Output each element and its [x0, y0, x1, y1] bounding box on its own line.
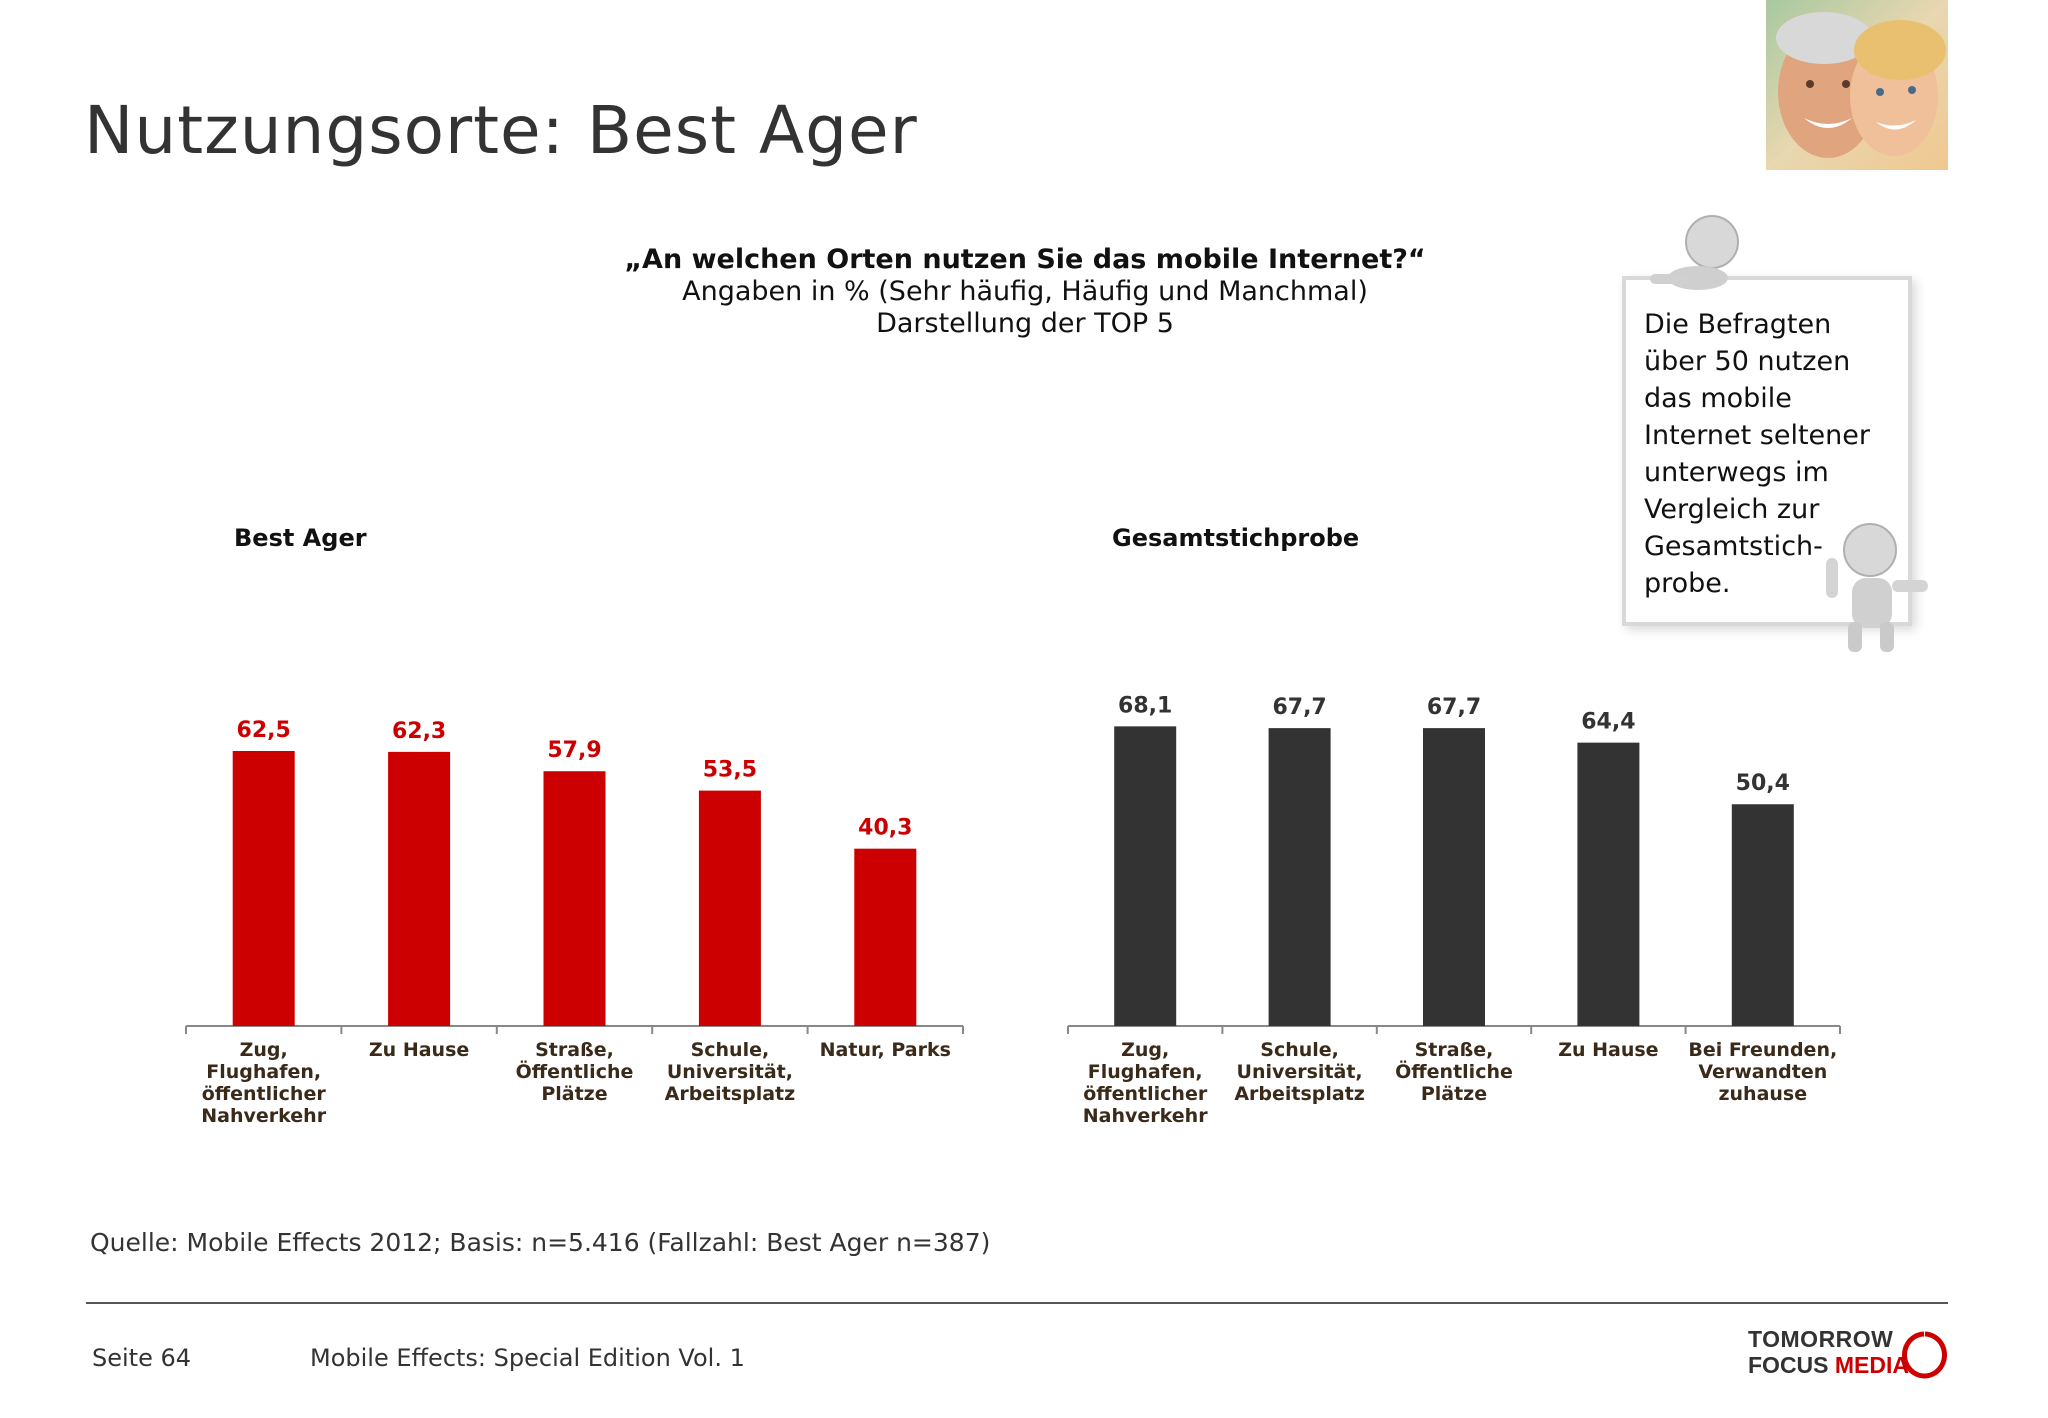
source-note: Quelle: Mobile Effects 2012; Basis: n=5.… — [90, 1228, 991, 1257]
category-label: Schule, Universität, Arbeitsplatz — [665, 1039, 796, 1105]
bar-value-label: 68,1 — [1118, 693, 1172, 718]
bar-value-label: 40,3 — [858, 816, 912, 841]
survey-question: „An welchen Orten nutzen Sie das mobile … — [500, 244, 1550, 340]
category-label: Natur, Parks — [820, 1039, 951, 1061]
bar — [388, 751, 451, 1026]
category-label: Schule, Universität, Arbeitsplatz — [1234, 1039, 1365, 1105]
publication-name: Mobile Effects: Special Edition Vol. 1 — [310, 1344, 745, 1372]
bar — [1423, 728, 1485, 1026]
bar-value-label: 67,7 — [1272, 695, 1326, 720]
bar-value-label: 62,3 — [392, 719, 446, 744]
chart-title-best-ager: Best Ager — [234, 524, 367, 552]
category-label: Zu Hause — [1558, 1039, 1658, 1061]
figure-top-icon — [1650, 215, 1739, 290]
question-text: „An welchen Orten nutzen Sie das mobile … — [624, 244, 1426, 275]
bar — [232, 751, 295, 1026]
logo-ring-icon — [1902, 1331, 1947, 1379]
bar-value-label: 64,4 — [1581, 710, 1635, 735]
bar-value-label: 50,4 — [1736, 771, 1790, 796]
chart-title-gesamt: Gesamtstichprobe — [1112, 524, 1360, 552]
bar-value-label: 53,5 — [703, 758, 757, 783]
subtitle-line-2: Darstellung der TOP 5 — [876, 308, 1174, 339]
bar — [1268, 728, 1331, 1026]
page-number: Seite 64 — [92, 1344, 192, 1372]
note-text: Die Befragten über 50 nutzen das mobile … — [1644, 309, 1870, 599]
tomorrow-focus-media-logo: TOMORROW FOCUS MEDIA — [1746, 1326, 1951, 1386]
bar-value-label: 67,7 — [1427, 695, 1481, 720]
logo-focus: FOCUS — [1748, 1352, 1835, 1378]
bar — [1731, 804, 1794, 1026]
category-label: Straße, Öffentliche Plätze — [1395, 1039, 1513, 1105]
logo-line-1: TOMORROW — [1748, 1326, 1894, 1352]
couple-photo — [1766, 0, 1948, 170]
bar — [1114, 726, 1177, 1026]
subtitle-line-1: Angaben in % (Sehr häufig, Häufig und Ma… — [682, 276, 1368, 307]
bar — [698, 790, 761, 1026]
bar — [543, 771, 606, 1026]
category-label: Bei Freunden, Verwandten zuhause — [1688, 1039, 1837, 1105]
bar — [854, 848, 917, 1026]
category-label: Straße, Öffentliche Plätze — [516, 1039, 634, 1105]
category-label: Zug, Flughafen, öffentlicher Nahverkehr — [1083, 1039, 1208, 1127]
logo-line-2: FOCUS MEDIA — [1748, 1352, 1909, 1379]
page-title: Nutzungsorte: Best Ager — [84, 92, 918, 169]
footer-divider — [86, 1302, 1948, 1304]
bar — [1577, 742, 1640, 1026]
figure-bottom-icon — [1826, 523, 1928, 652]
logo-media: MEDIA — [1834, 1352, 1910, 1378]
category-label: Zu Hause — [369, 1039, 469, 1061]
category-label: Zug, Flughafen, öffentlicher Nahverkehr — [201, 1039, 326, 1127]
bar-value-label: 62,5 — [237, 718, 291, 743]
bar-value-label: 57,9 — [547, 738, 601, 763]
